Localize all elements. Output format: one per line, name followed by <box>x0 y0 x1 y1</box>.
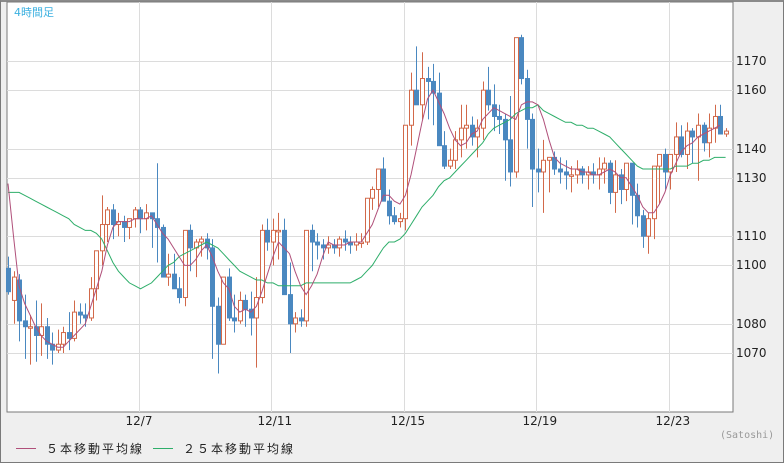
ma25-line <box>8 104 726 290</box>
y-tick-label: 1100 <box>736 257 767 272</box>
credit-text: (Satoshi) <box>720 430 775 441</box>
y-tick-label: 1160 <box>736 82 767 97</box>
candles <box>6 34 729 374</box>
ma5-line <box>7 89 721 348</box>
y-tick-label: 1140 <box>736 141 767 156</box>
legend-ma5: ５本移動平均線 <box>16 440 144 457</box>
ma5-swatch-icon <box>16 448 36 449</box>
legend-ma5-label: ５本移動平均線 <box>46 442 145 456</box>
y-tick-label: 1080 <box>736 316 767 331</box>
y-tick-label: 1170 <box>736 53 767 68</box>
x-tick-label: 12/23 <box>655 414 691 428</box>
x-tick-label: 12/15 <box>390 414 426 428</box>
ma25-swatch-icon <box>153 448 173 449</box>
x-tick-label: 12/7 <box>125 414 153 428</box>
y-tick-label: 1070 <box>736 345 767 360</box>
plot-area <box>6 1 734 413</box>
x-tick-label: 12/11 <box>257 414 293 428</box>
legend-ma25-label: ２５本移動平均線 <box>183 442 296 456</box>
y-tick-label: 1110 <box>736 228 767 243</box>
y-tick-label: 1130 <box>736 170 767 185</box>
chart-title: 4時間足 <box>14 6 54 19</box>
x-tick-label: 12/19 <box>522 414 558 428</box>
legend-ma25: ２５本移動平均線 <box>153 440 295 457</box>
